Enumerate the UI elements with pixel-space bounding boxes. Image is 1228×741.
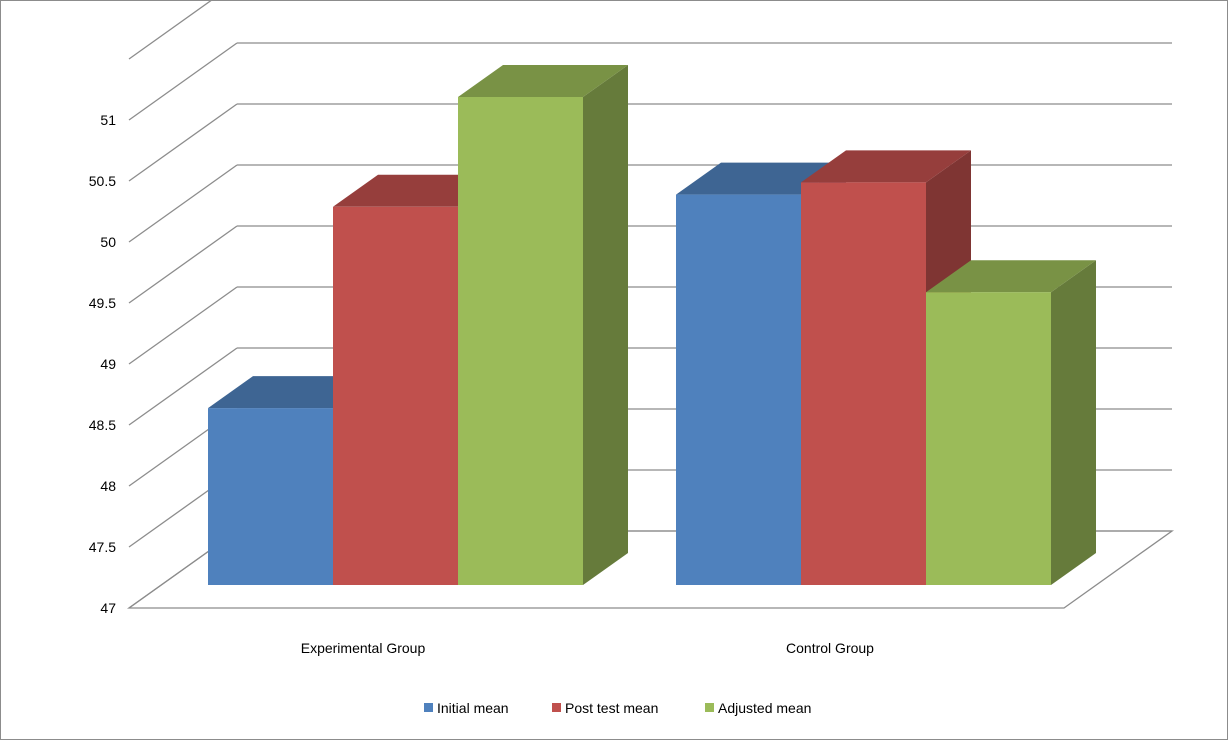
legend-label: Adjusted mean (718, 700, 811, 716)
bar-top-face (458, 65, 628, 97)
gridline-side (128, 347, 238, 426)
y-tick-label: 49.5 (89, 295, 116, 311)
bar-adjusted-mean-0 (458, 65, 628, 585)
bar-side-face (583, 65, 628, 585)
legend-label: Initial mean (437, 700, 509, 716)
y-tick-label: 47.5 (89, 539, 116, 555)
y-axis-ticks: 47 47.5 48 48.5 49 49.5 50 50.5 51 (89, 112, 116, 616)
bar-front-face (801, 182, 926, 585)
gridline-side (128, 1, 212, 60)
bar-front-face (676, 194, 801, 585)
gridline-side (128, 164, 238, 243)
bar-front-face (208, 408, 333, 585)
y-tick-label: 50.5 (89, 173, 116, 189)
bar-front-face (926, 292, 1051, 585)
bar-front-face (458, 97, 583, 585)
category-label: Control Group (786, 640, 874, 656)
gridline-side (128, 225, 238, 304)
legend: Initial mean Post test mean Adjusted mean (424, 700, 811, 716)
y-tick-label: 48 (100, 478, 116, 494)
y-tick-label: 47 (100, 600, 116, 616)
legend-swatch (424, 703, 433, 712)
gridline-side (128, 42, 238, 121)
category-label: Experimental Group (301, 640, 426, 656)
y-tick-label: 49 (100, 356, 116, 372)
legend-item: Post test mean (552, 700, 658, 716)
bar-front-face (333, 206, 458, 586)
legend-swatch (552, 703, 561, 712)
legend-item: Adjusted mean (705, 700, 811, 716)
legend-swatch (705, 703, 714, 712)
x-axis-category-labels: Experimental Group Control Group (301, 640, 874, 656)
legend-label: Post test mean (565, 700, 658, 716)
bar-side-face (1051, 260, 1096, 585)
bar-top-face (801, 150, 971, 183)
bars (208, 65, 1096, 586)
y-tick-label: 51 (100, 112, 116, 128)
bar-post-test-mean-1 (801, 150, 971, 585)
y-tick-label: 48.5 (89, 417, 116, 433)
gridline-side (128, 103, 238, 182)
bar-adjusted-mean-1 (926, 260, 1096, 585)
gridline-side (128, 286, 238, 365)
legend-item: Initial mean (424, 700, 509, 716)
bar-top-face (926, 260, 1096, 293)
y-tick-label: 50 (100, 234, 116, 250)
